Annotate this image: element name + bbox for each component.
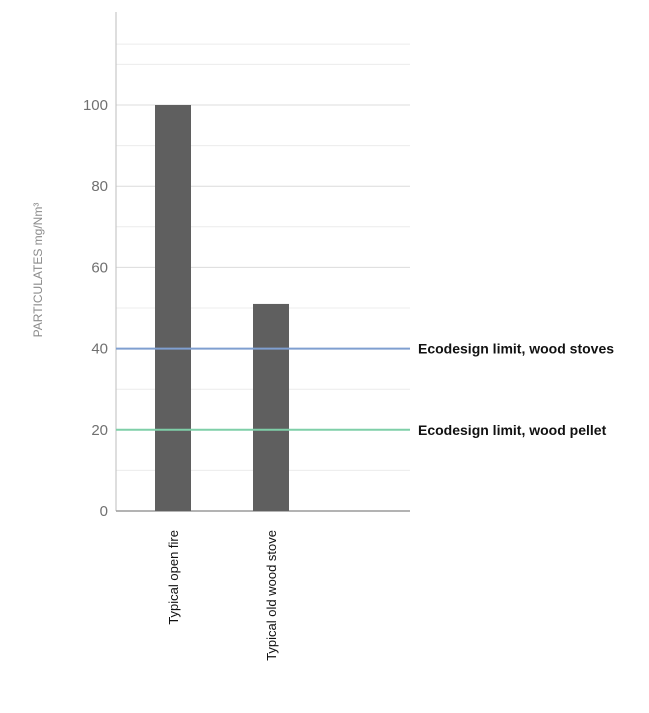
- reference-line-label: Ecodesign limit, wood pellet: [418, 422, 607, 438]
- y-tick-label: 0: [100, 503, 108, 520]
- category-labels: Typical open fire Typical old wood stove: [166, 530, 279, 661]
- y-tick-label: 80: [91, 178, 108, 195]
- bar: [253, 303, 289, 511]
- y-tick-label: 20: [91, 422, 108, 439]
- category-label: Typical open fire: [166, 530, 181, 625]
- bar: [155, 105, 191, 511]
- bars: [155, 105, 289, 511]
- reference-line-label: Ecodesign limit, wood stoves: [418, 341, 614, 357]
- y-tick-label: 40: [91, 341, 108, 358]
- y-tick-labels: 0 20 40 60 80 100: [83, 97, 108, 520]
- y-tick-label: 100: [83, 97, 108, 114]
- reference-lines: Ecodesign limit, wood stoves Ecodesign li…: [116, 341, 614, 438]
- y-axis-title: PARTICULATES mg/Nm³: [31, 203, 45, 338]
- y-tick-label: 60: [91, 259, 108, 276]
- category-label: Typical old wood stove: [264, 530, 279, 661]
